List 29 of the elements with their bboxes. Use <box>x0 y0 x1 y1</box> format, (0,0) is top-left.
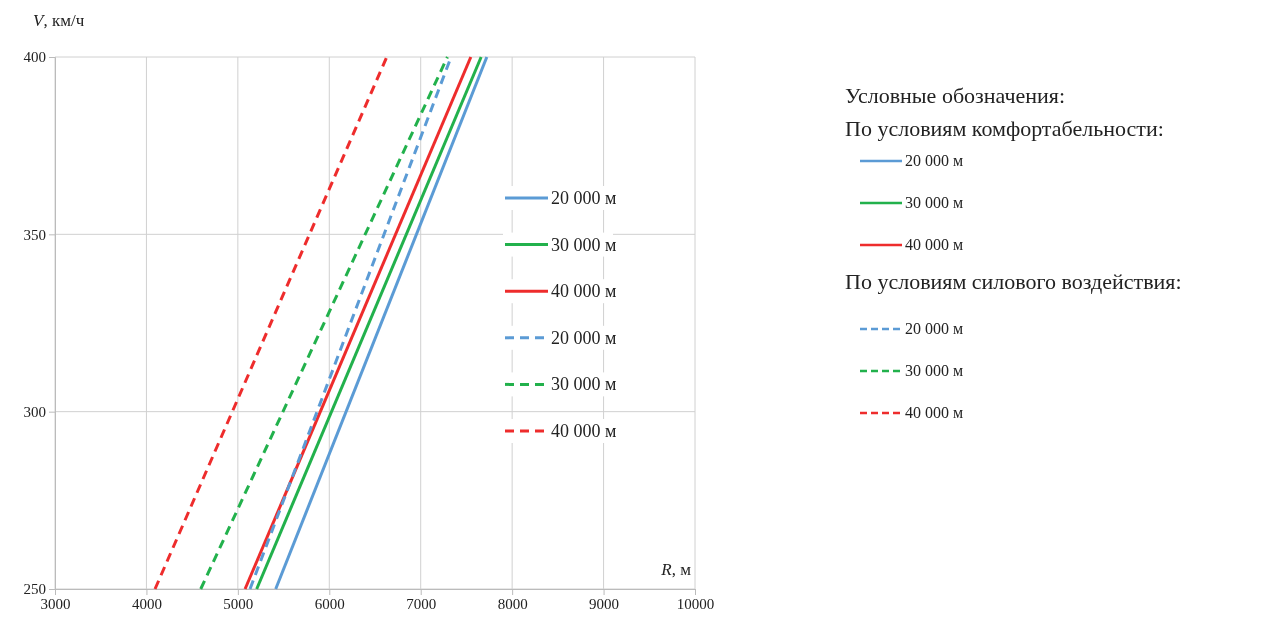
text: 20 000 м <box>905 152 964 169</box>
x-tick-label: 9000 <box>589 595 620 612</box>
legend-label: 30 000 м <box>551 234 617 255</box>
text: 40 000 м <box>905 404 964 421</box>
legend-label: 40 000 м <box>551 281 617 302</box>
x-tick-label: 7000 <box>406 595 437 612</box>
text: 30 000 м <box>905 194 964 211</box>
text: 20 000 м <box>905 320 964 337</box>
text: Условные обозначения: <box>845 83 1066 108</box>
text: 30 000 м <box>905 362 964 379</box>
x-tick-label: 4000 <box>131 595 162 612</box>
x-tick-label: 3000 <box>40 595 71 612</box>
y-tick-label: 250 <box>23 581 46 598</box>
legend-label: 20 000 м <box>551 188 617 208</box>
x-tick-label: 10000 <box>676 595 715 612</box>
text: 40 000 м <box>905 236 964 253</box>
x-tick-label: 8000 <box>497 595 528 612</box>
x-tick-label: 5000 <box>223 595 254 612</box>
y-tick-label: 300 <box>23 403 46 420</box>
legend-label: 20 000 м <box>551 327 617 348</box>
x-tick-label: 6000 <box>314 595 345 612</box>
text: По условиям силового воздействия: <box>845 269 1182 294</box>
legend-label: 30 000 м <box>551 374 617 395</box>
y-tick-label: 400 <box>23 49 46 66</box>
text: По условиям комфортабельности: <box>845 116 1164 141</box>
x-axis-title: R, м <box>660 560 692 579</box>
legend-label: 40 000 м <box>551 421 617 441</box>
y-axis-title: V, км/ч <box>33 11 85 30</box>
y-tick-label: 350 <box>23 226 46 243</box>
